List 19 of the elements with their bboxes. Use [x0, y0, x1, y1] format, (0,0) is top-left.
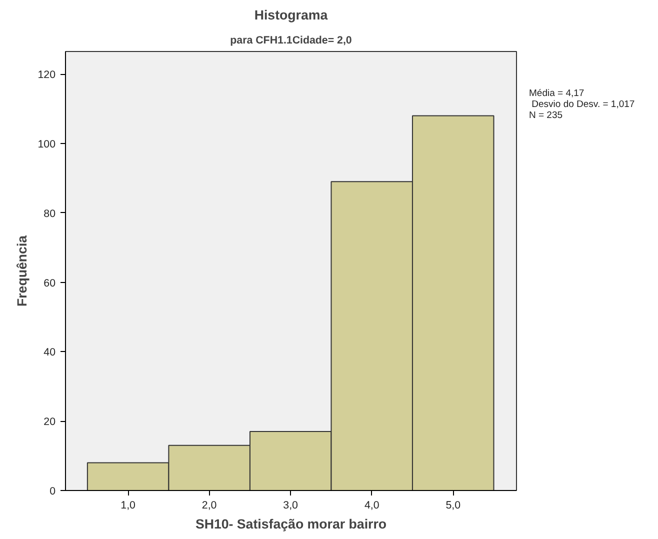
x-tick-label: 4,0	[364, 500, 380, 512]
text: Desvio do Desv. = 1,017	[530, 99, 635, 110]
y-tick-label: 60	[44, 277, 56, 290]
x-tick-label: 5,0	[446, 500, 461, 512]
text: N = 235	[529, 110, 564, 121]
x-axis-title: SH10- Satisfação morar bairro	[195, 516, 387, 532]
y-tick-label: 100	[38, 138, 56, 150]
x-tick-label: 2,0	[202, 500, 217, 512]
text: Média = 4,17	[529, 88, 586, 99]
y-tick-label: 120	[38, 69, 56, 82]
y-tick-label: 0	[50, 486, 56, 498]
y-tick-label: 80	[44, 208, 56, 220]
x-tick-label: 3,0	[283, 500, 298, 512]
x-tick-label: 1,0	[120, 500, 136, 512]
y-tick-label: 40	[44, 346, 56, 359]
y-axis-title: Frequência	[14, 234, 30, 307]
chart-title: Histograma	[254, 8, 328, 22]
chart-subtitle: para CFH1.1Cidade= 2,0	[230, 34, 352, 46]
y-tick-label: 20	[44, 416, 56, 428]
